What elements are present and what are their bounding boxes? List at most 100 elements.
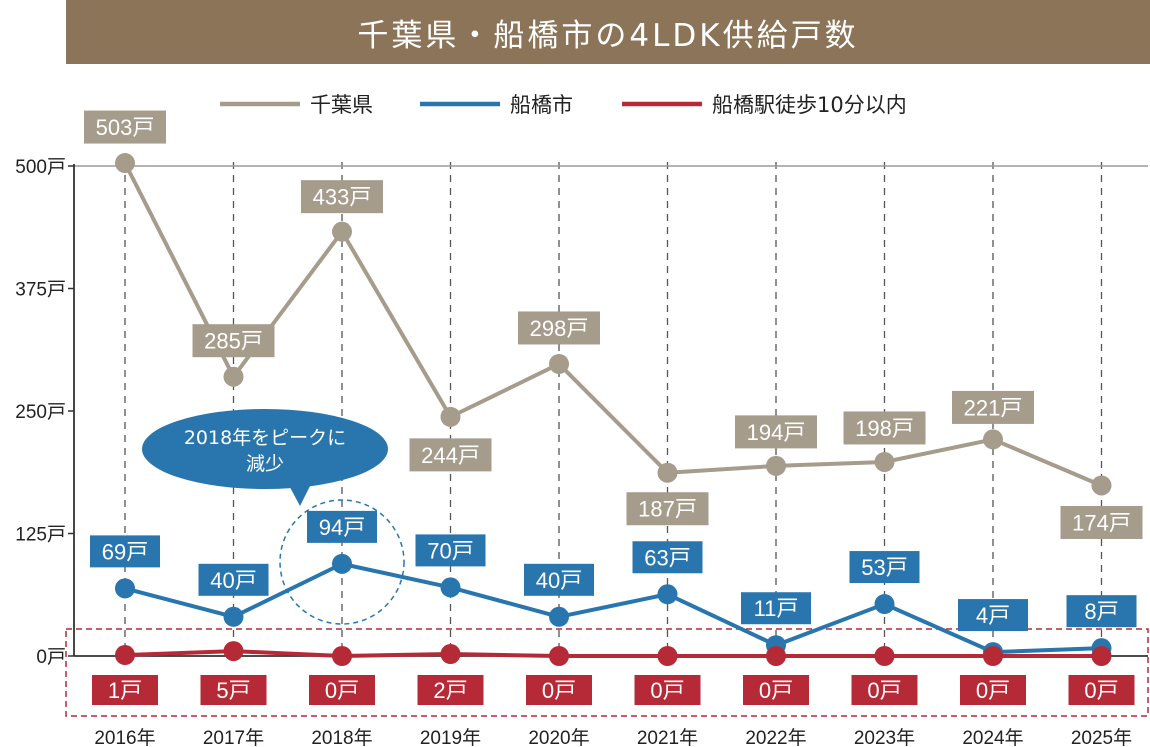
y-tick-label: 0戸: [36, 647, 66, 668]
data-label-text: 174戸: [1072, 510, 1131, 535]
data-label: 1戸: [92, 675, 158, 705]
data-labels: 503戸 285戸 433戸 244戸 298戸 187戸 194戸 198戸 221戸 174戸…: [84, 110, 1143, 705]
legend-label: 船橋駅徒歩10分以内: [712, 93, 907, 117]
x-tick-label: 2017年: [203, 727, 264, 747]
data-point: [223, 366, 244, 387]
data-label: 298戸: [518, 311, 600, 345]
data-point: [874, 646, 895, 666]
peak-highlight-circle: [279, 499, 405, 625]
data-label-bg: [632, 541, 703, 574]
data-label-text: 53戸: [861, 555, 907, 580]
data-label: 2戸: [417, 675, 484, 705]
data-point: [223, 641, 244, 662]
data-label-bg: [851, 675, 918, 705]
data-label-text: 433戸: [313, 185, 372, 210]
data-label-text: 8戸: [1084, 599, 1118, 624]
data-label-bg: [626, 492, 709, 526]
data-label-bg: [735, 415, 817, 449]
data-point: [332, 553, 352, 574]
data-label-text: 69戸: [102, 539, 148, 564]
data-label-text: 0戸: [759, 678, 793, 703]
chart-title: 千葉県・船橋市の4LDK供給戸数: [357, 17, 859, 54]
data-label-bg: [524, 563, 594, 596]
data-label: 244戸: [409, 438, 492, 472]
x-tick-label: 2022年: [745, 727, 806, 747]
data-label-bg: [1068, 675, 1135, 705]
data-point: [983, 646, 1003, 666]
data-label: 5戸: [200, 675, 267, 705]
data-label-bg: [198, 563, 269, 596]
highlight-box: [65, 628, 1149, 717]
data-label-bg: [307, 510, 377, 543]
data-label-text: 194戸: [747, 420, 806, 445]
callout-text-line1: 2018年をピークに: [184, 427, 346, 449]
data-point: [657, 584, 678, 605]
data-label-bg: [84, 110, 166, 144]
data-label-text: 0戸: [867, 678, 901, 703]
data-label: 53戸: [849, 551, 920, 584]
data-label: 0戸: [1068, 675, 1135, 705]
series-line-3: [124, 649, 1102, 658]
y-tick-label: 125戸: [15, 525, 66, 546]
data-point: [115, 153, 135, 174]
data-label-bg: [417, 675, 484, 705]
data-label: 198戸: [843, 411, 926, 445]
data-label: 0戸: [309, 675, 375, 705]
data-label: 40戸: [198, 563, 269, 596]
data-label-text: 0戸: [542, 678, 576, 703]
data-label-bg: [843, 411, 926, 445]
x-tick-label: 2024年: [962, 727, 1023, 747]
data-label-bg: [409, 438, 492, 472]
data-point: [874, 594, 895, 615]
data-label-text: 0戸: [1084, 678, 1118, 703]
y-tick-label: 250戸: [15, 402, 66, 423]
data-label: 11戸: [741, 592, 811, 625]
legend-label: 船橋市: [510, 93, 573, 117]
x-tick-label: 2016年: [94, 727, 155, 747]
data-label: 70戸: [415, 534, 486, 567]
data-point: [983, 429, 1003, 450]
chart-title-bar: 千葉県・船橋市の4LDK供給戸数: [66, 0, 1150, 64]
data-label-text: 4戸: [976, 603, 1010, 628]
data-label-bg: [415, 534, 486, 567]
data-label-text: 40戸: [210, 568, 256, 593]
data-label-text: 187戸: [638, 497, 697, 522]
data-label: 194戸: [735, 415, 817, 449]
data-label-bg: [952, 390, 1034, 424]
data-label-bg: [960, 675, 1026, 705]
data-label-text: 63戸: [644, 545, 690, 570]
data-point: [115, 645, 135, 666]
x-tick-label: 2025年: [1071, 727, 1132, 747]
callout-text-line2: 減少: [246, 453, 284, 475]
data-label-bg: [958, 599, 1028, 632]
data-label-bg: [743, 675, 809, 705]
data-label: 187戸: [626, 492, 709, 526]
data-label-text: 0戸: [976, 678, 1010, 703]
chart-axes: 0戸 125戸 250戸 375戸 500戸 2016年 2017年 2018年 2019年 20…: [15, 157, 1149, 747]
data-point: [549, 606, 569, 627]
data-label-text: 0戸: [325, 678, 359, 703]
data-point: [440, 577, 461, 598]
data-label: 63戸: [632, 541, 703, 574]
data-label: 503戸: [84, 110, 166, 144]
data-point: [874, 451, 895, 472]
data-label: 40戸: [524, 563, 594, 596]
data-point: [223, 606, 244, 627]
data-label-text: 5戸: [216, 678, 250, 703]
data-point: [332, 646, 352, 666]
data-label-bg: [92, 675, 158, 705]
data-label: 94戸: [307, 510, 377, 543]
data-label: 174戸: [1060, 505, 1143, 539]
chart-series: [115, 153, 1112, 666]
data-label-text: 40戸: [536, 568, 582, 593]
data-label-text: 11戸: [754, 596, 799, 621]
x-tick-label: 2023年: [854, 727, 915, 747]
data-label: 4戸: [958, 599, 1028, 632]
data-point: [1091, 646, 1112, 666]
data-label-text: 503戸: [96, 115, 155, 140]
data-point: [1091, 475, 1112, 496]
callout-bubble: [142, 409, 388, 489]
y-tick-label: 375戸: [15, 280, 66, 301]
